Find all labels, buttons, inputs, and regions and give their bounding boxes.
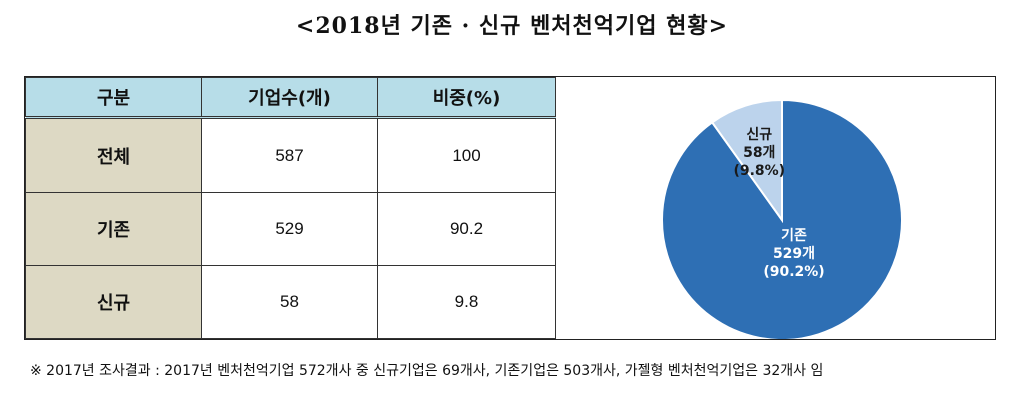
share-cell: 90.2 [377,192,556,267]
share-cell: 100 [377,116,556,194]
slice-existing-label: 기존 [781,228,807,244]
company-count-table: 구분 기업수(개) 비중(%) 전체 587 100 기존 529 90.2 신… [25,77,556,339]
slice-new-count-label: 58개 [743,145,775,161]
header-share: 비중(%) [377,77,556,119]
slice-existing-count-label: 529개 [773,246,815,262]
header-company-count: 기업수(개) [201,77,378,119]
slice-existing-percent-label: (90.2%) [763,264,824,280]
table-row: 전체 587 100 [25,116,556,194]
table-header-row: 구분 기업수(개) 비중(%) [25,77,556,119]
footnote: ※ 2017년 조사결과 : 2017년 벤처천억기업 572개사 중 신규기업… [30,363,824,379]
row-label: 신규 [25,265,202,339]
slice-new-label: 신규 [746,127,772,143]
pie-slice-new [710,98,783,224]
content-panel: 구분 기업수(개) 비중(%) 전체 587 100 기존 529 90.2 신… [24,76,996,340]
row-label: 전체 [25,116,202,194]
page-title: <2018년 기존 · 신규 벤처천억기업 현황> [295,13,729,39]
row-label: 기존 [25,192,202,267]
count-cell: 587 [201,116,378,194]
pie-chart: 기존 529개 (90.2%) 신규 58개 (9.8%) [661,98,903,339]
table-row: 신규 58 9.8 [25,265,556,339]
share-cell: 9.8 [377,265,556,339]
header-category: 구분 [25,77,202,119]
table-row: 기존 529 90.2 [25,192,556,267]
count-cell: 58 [201,265,378,339]
count-cell: 529 [201,192,378,267]
slice-new-percent-label: (9.8%) [733,163,785,179]
